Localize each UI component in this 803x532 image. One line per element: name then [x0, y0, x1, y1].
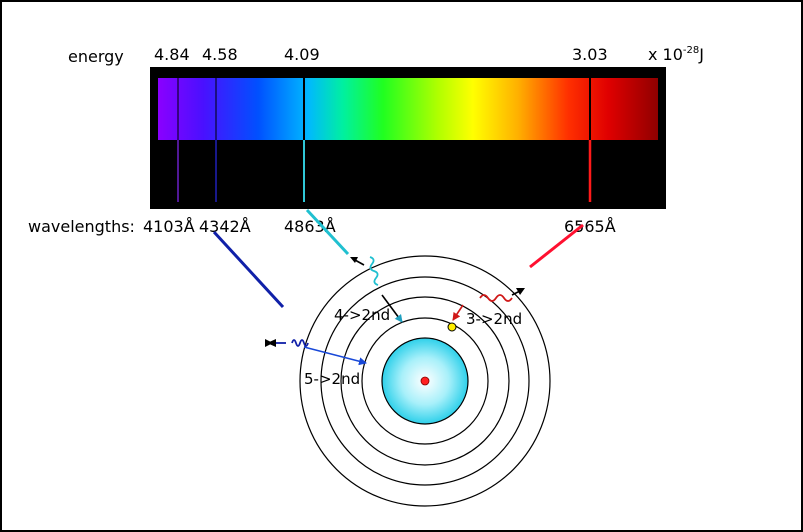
- energy-value-6565: 3.03: [572, 45, 608, 64]
- wavelength-4103: 4103Å: [143, 217, 195, 236]
- orbit-6: [299, 255, 551, 507]
- energy-value-4103: 4.84: [154, 45, 190, 64]
- photon-path-cyan: [305, 208, 350, 256]
- continuous-spectrum: [158, 78, 658, 140]
- orbit-5: [320, 276, 530, 486]
- energy-unit: x 10-28J: [648, 45, 704, 64]
- energy-unit-exponent: -28: [683, 45, 699, 56]
- label-3-to-2: 3->2nd: [466, 310, 522, 328]
- energy-value-4342: 4.58: [202, 45, 238, 64]
- photon-arrow-cyan: [354, 259, 365, 266]
- energy-label: energy: [68, 47, 124, 66]
- electron: [447, 322, 457, 332]
- photon-path-blue: [212, 230, 285, 309]
- photon-wave-cyan: [369, 256, 379, 286]
- photon-path-red: [529, 223, 584, 269]
- wavelength-4863: 4863Å: [284, 217, 336, 236]
- photon-arrowhead-red: [516, 288, 525, 295]
- orbit-4: [340, 296, 510, 466]
- energy-unit-prefix: x 10: [648, 45, 683, 64]
- wavelengths-label: wavelengths:: [28, 217, 135, 236]
- transition-arrow-3-to-2: [452, 304, 464, 321]
- energy-value-4863: 4.09: [284, 45, 320, 64]
- nucleus: [420, 376, 430, 386]
- label-4-to-2: 4->2nd: [334, 306, 390, 324]
- photon-wave-red: [479, 294, 513, 302]
- orbit-3: [361, 317, 489, 445]
- photon-arrowhead-cyan: [350, 257, 358, 263]
- transition-arrow-4-to-2: [381, 294, 403, 323]
- photon-arrowhead-blue: [267, 339, 276, 347]
- photon-wave-blue: [291, 339, 309, 347]
- label-5-to-2: 5->2nd: [304, 370, 360, 388]
- wavelength-4342: 4342Å: [199, 217, 251, 236]
- transition-arrow-5-to-2: [303, 346, 367, 366]
- energy-unit-suffix: J: [698, 45, 704, 64]
